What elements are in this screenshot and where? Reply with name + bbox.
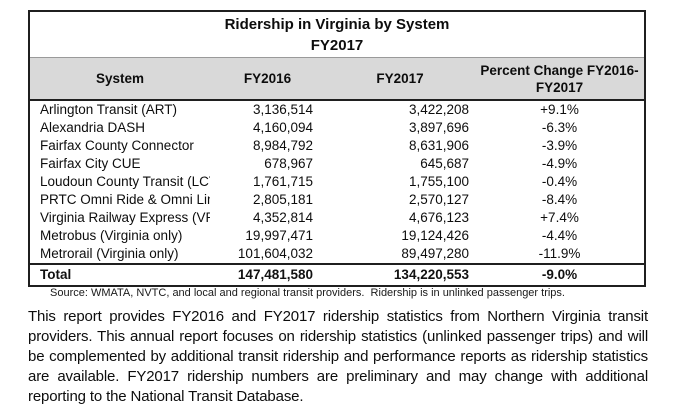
source-note: Source: WMATA, NVTC, and local and regio… xyxy=(50,287,565,299)
cell-fy2016: 4,352,814 xyxy=(252,210,313,225)
header-fy2016: FY2016 xyxy=(210,58,325,101)
table-row: Loudoun County Transit (LCT) 1,761,715 1,7… xyxy=(30,173,644,191)
cell-system: Arlington Transit (ART) xyxy=(40,102,178,117)
cell-system: Metrobus (Virginia only) xyxy=(40,228,183,243)
header-row: System FY2016 FY2017 Percent Change FY20… xyxy=(30,58,644,101)
cell-fy2016: 19,997,471 xyxy=(245,228,313,243)
cell-system: Virginia Railway Express (VRE) xyxy=(40,210,210,225)
table-row: Virginia Railway Express (VRE) 4,352,814 4… xyxy=(30,209,644,227)
header-system: System xyxy=(30,58,210,101)
cell-fy2016: 1,761,715 xyxy=(252,174,313,189)
cell-fy2017: 3,422,208 xyxy=(408,102,469,117)
cell-percent-change: -0.4% xyxy=(541,174,578,189)
table-row: Fairfax County Connector 8,984,792 8,631,9… xyxy=(30,137,644,155)
cell-fy2016: 8,984,792 xyxy=(252,138,313,153)
cell-fy2016: 3,136,514 xyxy=(252,102,313,117)
table-body: Arlington Transit (ART) 3,136,514 3,422,20… xyxy=(30,100,644,264)
cell-system: Alexandria DASH xyxy=(40,120,146,135)
cell-system: Loudoun County Transit (LCT) xyxy=(40,174,210,189)
report-paragraph: This report provides FY2016 and FY2017 r… xyxy=(28,308,648,405)
cell-system: PRTC Omni Ride & Omni Link xyxy=(40,192,210,207)
total-label: Total xyxy=(30,263,210,285)
cell-fy2016: 101,604,032 xyxy=(237,246,313,261)
header-percent-line2: FY2017 xyxy=(535,79,584,95)
cell-fy2016: 4,160,094 xyxy=(252,120,313,135)
table-title: Ridership in Virginia by System FY2017 xyxy=(30,12,644,58)
cell-fy2017: 19,124,426 xyxy=(401,228,469,243)
total-row: Total 147,481,580 134,220,553 -9.0% xyxy=(30,263,644,285)
cell-fy2017: 645,687 xyxy=(420,156,469,171)
ridership-table-box: Ridership in Virginia by System FY2017 S… xyxy=(28,10,646,287)
cell-percent-change: -4.9% xyxy=(541,156,578,171)
ridership-table: System FY2016 FY2017 Percent Change FY20… xyxy=(30,58,644,285)
cell-percent-change: +9.1% xyxy=(540,102,579,117)
cell-percent-change: -6.3% xyxy=(541,120,578,135)
table-row: PRTC Omni Ride & Omni Link 2,805,181 2,570… xyxy=(30,191,644,209)
cell-percent-change: -4.4% xyxy=(541,228,578,243)
cell-percent-change: +7.4% xyxy=(540,210,579,225)
header-fy2017: FY2017 xyxy=(325,58,475,101)
table-row: Alexandria DASH 4,160,094 3,897,696 -6.3% xyxy=(30,119,644,137)
cell-fy2017: 8,631,906 xyxy=(408,138,469,153)
table-title-line2: FY2017 xyxy=(310,37,364,54)
table-header: System FY2016 FY2017 Percent Change FY20… xyxy=(30,58,644,101)
cell-percent-change: -11.9% xyxy=(538,246,581,261)
header-percent-change: Percent Change FY2016- FY2017 xyxy=(475,58,644,101)
cell-system: Fairfax City CUE xyxy=(40,156,141,171)
cell-fy2017: 3,897,696 xyxy=(408,120,469,135)
cell-fy2017: 4,676,123 xyxy=(408,210,469,225)
total-fy2017: 134,220,553 xyxy=(325,263,475,285)
cell-fy2017: 89,497,280 xyxy=(401,246,469,261)
total-fy2016: 147,481,580 xyxy=(210,263,325,285)
table-title-line1: Ridership in Virginia by System xyxy=(224,16,450,33)
total-percent: -9.0% xyxy=(475,263,644,285)
cell-system: Metrorail (Virginia only) xyxy=(40,246,179,261)
table-row: Metrorail (Virginia only) 101,604,032 89,4… xyxy=(30,245,644,264)
header-percent-line1: Percent Change FY2016- xyxy=(480,62,639,78)
cell-system: Fairfax County Connector xyxy=(40,138,194,153)
cell-percent-change: -8.4% xyxy=(541,192,578,207)
cell-fy2016: 2,805,181 xyxy=(252,192,313,207)
table-row: Metrobus (Virginia only) 19,997,471 19,124… xyxy=(30,227,644,245)
table-footer: Total 147,481,580 134,220,553 -9.0% xyxy=(30,263,644,285)
cell-percent-change: -3.9% xyxy=(541,138,578,153)
cell-fy2016: 678,967 xyxy=(264,156,313,171)
table-row: Fairfax City CUE 678,967 645,687 -4.9% xyxy=(30,155,644,173)
table-row: Arlington Transit (ART) 3,136,514 3,422,20… xyxy=(30,100,644,119)
cell-fy2017: 2,570,127 xyxy=(408,192,469,207)
cell-fy2017: 1,755,100 xyxy=(408,174,469,189)
